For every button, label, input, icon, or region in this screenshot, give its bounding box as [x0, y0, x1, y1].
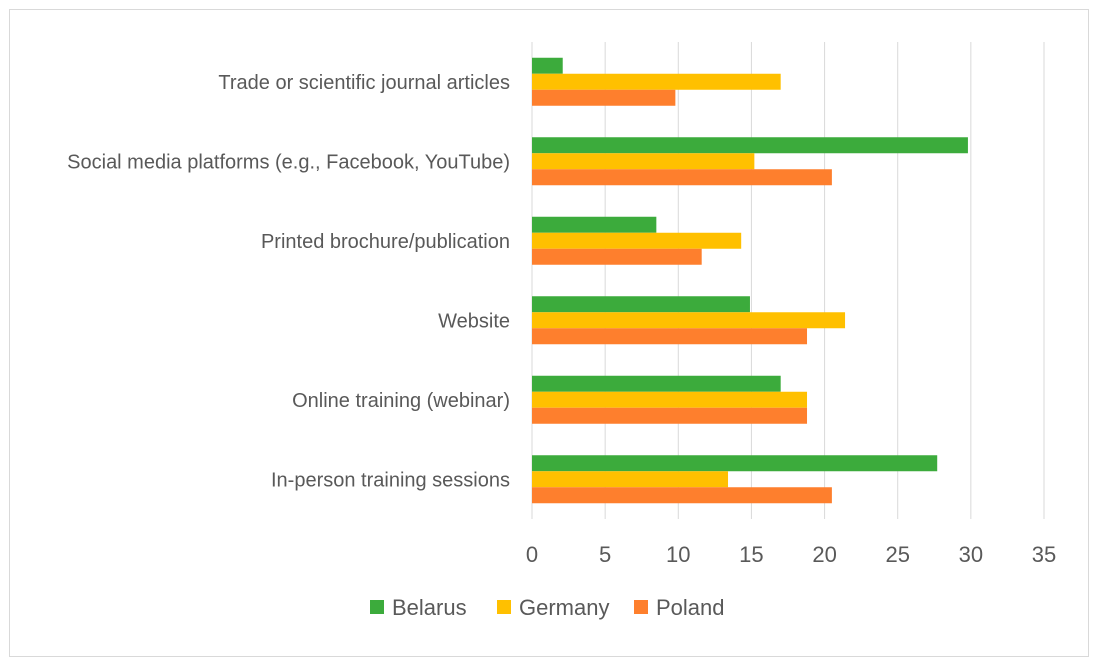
bars: [532, 57, 968, 504]
x-tick-label: 30: [959, 542, 983, 567]
bar-poland: [532, 169, 832, 186]
legend-label-germany: Germany: [519, 595, 609, 620]
x-tick-label: 25: [885, 542, 909, 567]
bar-germany: [532, 232, 742, 249]
bar-germany: [532, 312, 846, 329]
legend-label-poland: Poland: [656, 595, 725, 620]
legend-swatch-germany: [497, 600, 511, 614]
category-label: Social media platforms (e.g., Facebook, …: [67, 151, 510, 173]
bar-belarus: [532, 375, 781, 392]
category-label: Trade or scientific journal articles: [218, 72, 510, 94]
legend: Belarus Germany Poland: [370, 595, 725, 620]
category-label: Printed brochure/publication: [261, 231, 510, 253]
bar-germany: [532, 153, 755, 170]
bar-poland: [532, 248, 702, 265]
category-labels: Trade or scientific journal articles Soci…: [67, 72, 510, 492]
category-label: Website: [438, 310, 510, 332]
bar-germany: [532, 73, 781, 90]
category-label: In-person training sessions: [271, 469, 510, 491]
bar-poland: [532, 487, 832, 504]
category-label: Online training (webinar): [292, 390, 510, 412]
legend-swatch-poland: [634, 600, 648, 614]
x-tick-label: 5: [599, 542, 611, 567]
bar-belarus: [532, 455, 938, 472]
bar-germany: [532, 391, 808, 408]
bar-belarus: [532, 296, 750, 313]
x-tick-label: 0: [526, 542, 538, 567]
legend-label-belarus: Belarus: [392, 595, 467, 620]
x-tick-labels: 0 5 10 15 20 25 30 35: [526, 542, 1056, 567]
bar-belarus: [532, 216, 657, 233]
bar-belarus: [532, 57, 563, 74]
bar-poland: [532, 407, 808, 424]
x-tick-label: 15: [739, 542, 763, 567]
bar-poland: [532, 328, 808, 345]
x-tick-label: 20: [812, 542, 836, 567]
gridlines: [531, 42, 1045, 519]
x-tick-label: 10: [666, 542, 690, 567]
legend-swatch-belarus: [370, 600, 384, 614]
bar-germany: [532, 471, 729, 488]
x-tick-label: 35: [1032, 542, 1056, 567]
bar-poland: [532, 89, 676, 106]
bar-belarus: [532, 137, 968, 154]
chart-frame: [9, 9, 1089, 657]
